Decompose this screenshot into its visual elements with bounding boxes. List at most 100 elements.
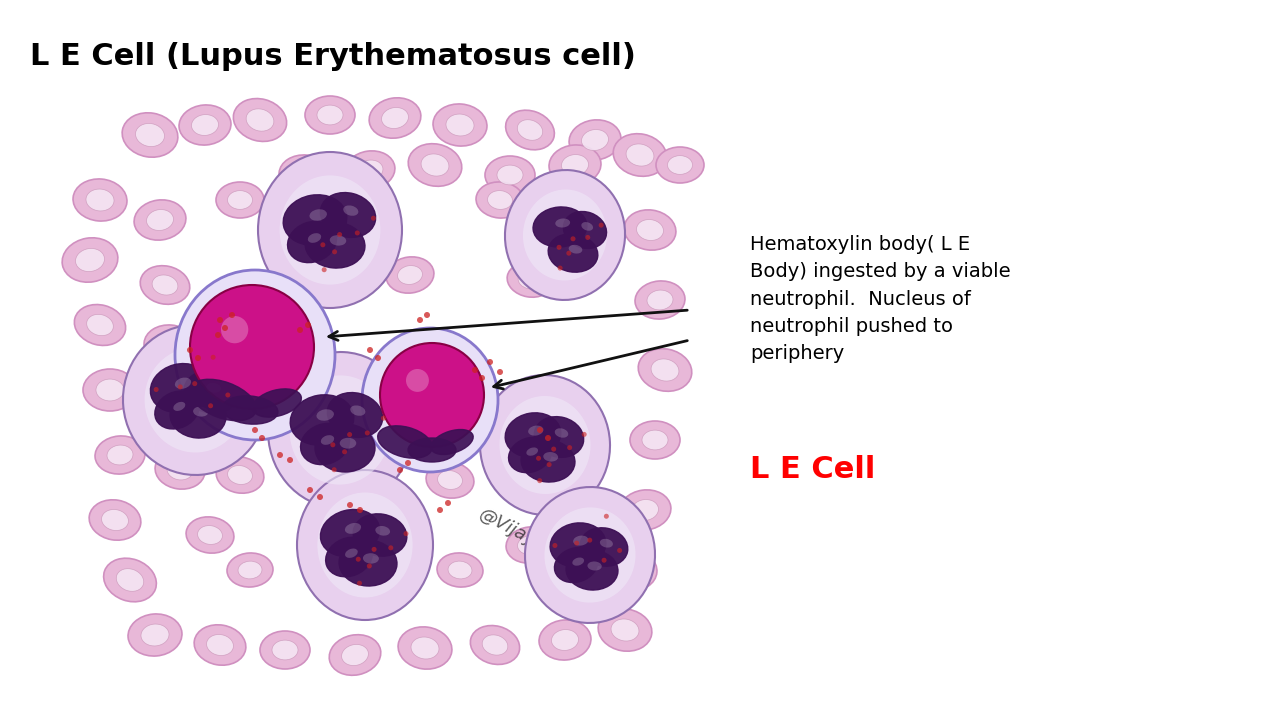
- Ellipse shape: [297, 470, 433, 620]
- Ellipse shape: [398, 266, 422, 284]
- Circle shape: [403, 531, 408, 536]
- Ellipse shape: [508, 437, 552, 472]
- FancyArrowPatch shape: [329, 310, 687, 341]
- Ellipse shape: [268, 352, 412, 508]
- Ellipse shape: [216, 182, 264, 218]
- Ellipse shape: [330, 235, 346, 246]
- Ellipse shape: [631, 500, 658, 521]
- Ellipse shape: [186, 517, 234, 553]
- Ellipse shape: [338, 565, 362, 585]
- Ellipse shape: [152, 275, 178, 295]
- Ellipse shape: [74, 305, 125, 346]
- Circle shape: [424, 312, 430, 318]
- Ellipse shape: [155, 391, 200, 429]
- Ellipse shape: [580, 528, 627, 566]
- Circle shape: [317, 494, 323, 500]
- Ellipse shape: [146, 210, 174, 230]
- Ellipse shape: [485, 156, 535, 194]
- Ellipse shape: [278, 381, 302, 399]
- Ellipse shape: [246, 109, 274, 131]
- Ellipse shape: [581, 222, 593, 230]
- Ellipse shape: [193, 407, 209, 417]
- Ellipse shape: [445, 114, 474, 136]
- Circle shape: [566, 251, 571, 256]
- Ellipse shape: [175, 270, 335, 440]
- Circle shape: [479, 375, 485, 381]
- Ellipse shape: [426, 462, 474, 498]
- Circle shape: [178, 384, 183, 390]
- Ellipse shape: [544, 508, 635, 603]
- Ellipse shape: [329, 635, 380, 675]
- Circle shape: [575, 541, 579, 546]
- Circle shape: [371, 216, 376, 221]
- Ellipse shape: [173, 402, 186, 411]
- Ellipse shape: [279, 155, 332, 195]
- Ellipse shape: [195, 625, 246, 665]
- Circle shape: [604, 514, 609, 518]
- Ellipse shape: [411, 637, 439, 659]
- Ellipse shape: [310, 210, 326, 221]
- Ellipse shape: [525, 487, 655, 623]
- Circle shape: [347, 502, 353, 508]
- Ellipse shape: [548, 466, 572, 484]
- Ellipse shape: [192, 114, 219, 135]
- Ellipse shape: [216, 456, 264, 493]
- Ellipse shape: [184, 371, 238, 413]
- Ellipse shape: [268, 373, 314, 407]
- Circle shape: [472, 367, 477, 373]
- Ellipse shape: [436, 553, 483, 587]
- Ellipse shape: [554, 547, 598, 582]
- Circle shape: [538, 427, 543, 433]
- Ellipse shape: [83, 369, 137, 411]
- Circle shape: [545, 435, 550, 441]
- Circle shape: [404, 460, 411, 466]
- Ellipse shape: [403, 376, 428, 395]
- Ellipse shape: [63, 238, 118, 282]
- Ellipse shape: [408, 438, 456, 462]
- Circle shape: [367, 347, 372, 353]
- Ellipse shape: [438, 471, 462, 490]
- Circle shape: [357, 507, 364, 513]
- Ellipse shape: [568, 245, 582, 253]
- Ellipse shape: [655, 147, 704, 183]
- Ellipse shape: [95, 436, 145, 474]
- Ellipse shape: [197, 526, 223, 544]
- Ellipse shape: [76, 248, 105, 271]
- Circle shape: [259, 435, 265, 441]
- Ellipse shape: [626, 144, 654, 166]
- Ellipse shape: [431, 430, 474, 454]
- Ellipse shape: [538, 458, 582, 492]
- Circle shape: [445, 500, 451, 506]
- Ellipse shape: [476, 182, 524, 218]
- Ellipse shape: [168, 460, 193, 480]
- Circle shape: [211, 355, 215, 360]
- Circle shape: [357, 581, 362, 585]
- Ellipse shape: [506, 413, 561, 457]
- Circle shape: [588, 538, 593, 543]
- Circle shape: [356, 557, 361, 562]
- Circle shape: [347, 432, 352, 437]
- Circle shape: [367, 564, 371, 569]
- Ellipse shape: [611, 619, 639, 641]
- Ellipse shape: [630, 421, 680, 459]
- Ellipse shape: [346, 151, 396, 189]
- Ellipse shape: [316, 409, 334, 420]
- Ellipse shape: [550, 523, 605, 567]
- Circle shape: [553, 543, 558, 548]
- Ellipse shape: [506, 527, 554, 563]
- Circle shape: [195, 355, 201, 361]
- Ellipse shape: [506, 110, 554, 150]
- Ellipse shape: [635, 281, 685, 319]
- Ellipse shape: [134, 200, 186, 240]
- Ellipse shape: [317, 463, 364, 497]
- Circle shape: [252, 427, 259, 433]
- Circle shape: [189, 285, 314, 409]
- Circle shape: [218, 317, 223, 323]
- Circle shape: [209, 403, 212, 408]
- Ellipse shape: [499, 396, 590, 494]
- Ellipse shape: [308, 233, 321, 243]
- Circle shape: [497, 369, 503, 375]
- Ellipse shape: [506, 170, 625, 300]
- Ellipse shape: [636, 220, 663, 240]
- Ellipse shape: [86, 189, 114, 211]
